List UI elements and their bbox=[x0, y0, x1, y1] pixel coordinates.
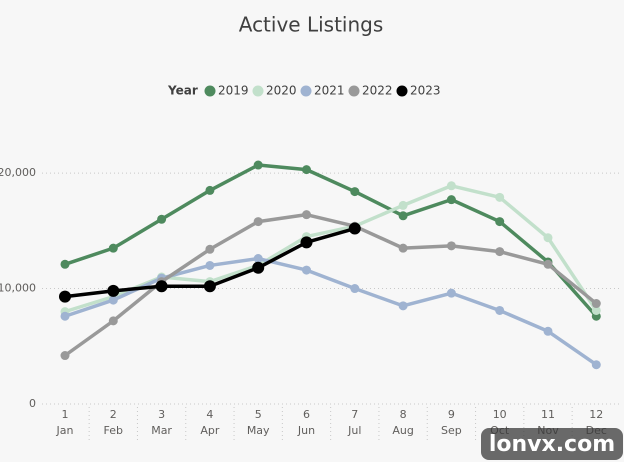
data-point bbox=[253, 160, 263, 170]
x-tick-label: Sep bbox=[441, 424, 462, 437]
data-point bbox=[398, 211, 408, 221]
data-point bbox=[205, 260, 215, 270]
legend-marker bbox=[252, 85, 264, 97]
data-point bbox=[60, 351, 70, 361]
data-point bbox=[495, 192, 505, 202]
watermark-bg bbox=[481, 428, 623, 460]
legend-label: 2019 bbox=[218, 84, 249, 98]
data-point bbox=[495, 217, 505, 227]
data-point bbox=[60, 259, 70, 269]
legend-marker bbox=[300, 85, 312, 97]
data-point bbox=[108, 243, 118, 253]
data-point bbox=[398, 243, 408, 253]
data-point bbox=[543, 326, 553, 336]
legend-label: 2021 bbox=[314, 84, 345, 98]
x-tick-number: 3 bbox=[158, 408, 165, 421]
legend-label: 2023 bbox=[410, 84, 441, 98]
data-point bbox=[253, 217, 263, 227]
data-point bbox=[543, 259, 553, 269]
series-line bbox=[64, 256, 598, 367]
x-tick-label: Mar bbox=[151, 424, 172, 437]
x-tick-number: 11 bbox=[541, 408, 555, 421]
data-point bbox=[398, 301, 408, 311]
data-point bbox=[108, 316, 118, 326]
data-point bbox=[60, 311, 70, 321]
x-tick-label: Apr bbox=[200, 424, 220, 437]
legend-title: Year bbox=[167, 84, 198, 98]
data-point bbox=[157, 214, 167, 224]
y-tick-label: 20,000 bbox=[0, 166, 36, 179]
watermark: lonvx.com bbox=[489, 432, 615, 457]
data-point bbox=[591, 299, 601, 309]
x-tick-number: 8 bbox=[400, 408, 407, 421]
data-point bbox=[205, 244, 215, 254]
x-tick-number: 5 bbox=[255, 408, 262, 421]
data-point bbox=[446, 288, 456, 298]
legend-label: 2022 bbox=[362, 84, 393, 98]
legend: Year bbox=[167, 84, 198, 98]
data-point bbox=[348, 222, 361, 235]
x-tick-number: 10 bbox=[493, 408, 507, 421]
x-tick-number: 9 bbox=[448, 408, 455, 421]
data-point bbox=[203, 280, 216, 293]
data-point bbox=[495, 305, 505, 315]
x-tick-number: 4 bbox=[206, 408, 213, 421]
data-point bbox=[302, 210, 311, 220]
x-tick-number: 1 bbox=[62, 408, 69, 421]
data-point bbox=[155, 280, 168, 293]
series-line bbox=[64, 184, 598, 314]
data-point bbox=[59, 290, 71, 303]
data-point bbox=[446, 241, 456, 251]
data-point bbox=[350, 187, 360, 197]
data-point bbox=[398, 200, 408, 210]
x-tick-number: 2 bbox=[110, 408, 117, 421]
data-point bbox=[446, 181, 456, 191]
data-point bbox=[591, 305, 601, 315]
legend-marker bbox=[204, 85, 216, 97]
data-point bbox=[253, 254, 263, 264]
data-point bbox=[302, 265, 311, 275]
x-tick-label: Aug bbox=[392, 424, 413, 437]
x-tick-label: Jun bbox=[297, 424, 315, 437]
data-point bbox=[107, 284, 120, 297]
x-tick-label: Jan bbox=[56, 424, 74, 437]
x-tick-label: May bbox=[247, 424, 270, 437]
legend-marker bbox=[348, 85, 360, 97]
chart-title: Active Listings bbox=[239, 13, 384, 37]
series-line bbox=[64, 163, 598, 318]
x-tick-number: 7 bbox=[351, 408, 358, 421]
data-point bbox=[495, 247, 505, 257]
data-point bbox=[543, 233, 553, 243]
data-point bbox=[302, 165, 311, 175]
data-point bbox=[252, 261, 265, 274]
data-point bbox=[300, 236, 313, 249]
data-point bbox=[591, 360, 601, 370]
x-tick-label: Jul bbox=[347, 424, 361, 437]
data-point bbox=[205, 185, 215, 195]
data-point bbox=[350, 284, 360, 294]
x-tick-number: 6 bbox=[303, 408, 310, 421]
legend-label: 2020 bbox=[266, 84, 297, 98]
x-tick-number: 12 bbox=[589, 408, 603, 421]
y-tick-label: 0 bbox=[29, 397, 36, 410]
data-point bbox=[108, 295, 118, 305]
legend-marker bbox=[396, 85, 408, 97]
data-point bbox=[446, 195, 456, 205]
y-tick-label: 10,000 bbox=[0, 282, 36, 295]
x-tick-label: Feb bbox=[104, 424, 123, 437]
